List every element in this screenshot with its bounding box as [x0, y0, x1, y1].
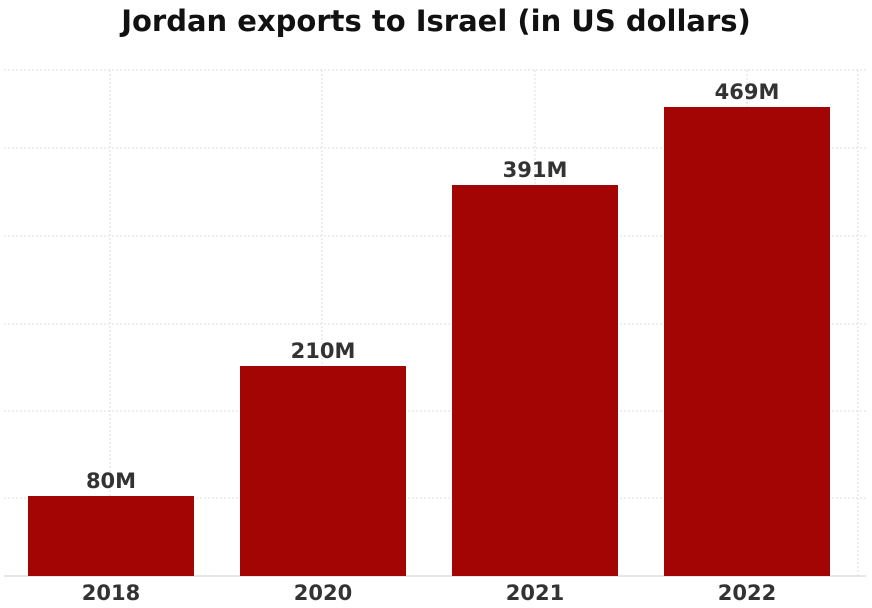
bar-2020	[240, 366, 406, 576]
value-labels: 80M 210M 391M 469M	[86, 80, 779, 493]
bar-2021	[452, 185, 618, 576]
value-label-2022: 469M	[715, 80, 780, 104]
value-label-2020: 210M	[291, 339, 356, 363]
x-tick-label-2020: 2020	[294, 581, 352, 605]
chart-title: Jordan exports to Israel (in US dollars)	[121, 4, 751, 38]
x-tick-label-2021: 2021	[506, 581, 564, 605]
value-label-2021: 391M	[503, 158, 568, 182]
bar-2022	[664, 107, 830, 576]
value-label-2018: 80M	[86, 469, 136, 493]
bars	[28, 107, 830, 576]
x-tick-label-2018: 2018	[82, 581, 140, 605]
x-tick-label-2022: 2022	[718, 581, 776, 605]
x-axis-ticks: 2018 2020 2021 2022	[82, 581, 776, 605]
bar-2018	[28, 496, 194, 576]
